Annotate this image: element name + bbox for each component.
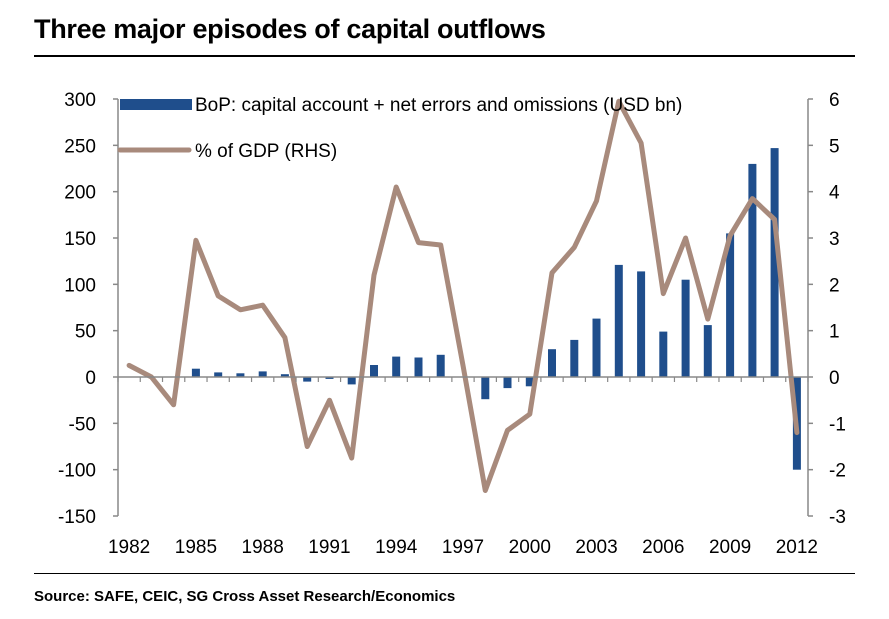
- bar-1998: [481, 377, 490, 400]
- x-tick-label: 2003: [575, 537, 617, 558]
- y-tick-label: 300: [64, 90, 96, 111]
- x-tick-label: 1982: [108, 537, 150, 558]
- bar-1996: [436, 354, 445, 377]
- x-tick-label: 1988: [242, 537, 284, 558]
- bar-2010: [748, 163, 757, 377]
- y2-tick-label: 6: [829, 90, 840, 111]
- x-tick-label: 2000: [509, 537, 551, 558]
- x-tick-label: 2006: [642, 537, 684, 558]
- bar-1986: [214, 372, 223, 377]
- bar-1995: [414, 357, 423, 377]
- source-note: Source: SAFE, CEIC, SG Cross Asset Resea…: [34, 588, 456, 605]
- bar-2008: [703, 325, 712, 377]
- bar-2007: [681, 279, 690, 377]
- x-tick-label: 1985: [175, 537, 217, 558]
- bar-1999: [503, 377, 512, 389]
- bar-2005: [637, 271, 646, 377]
- title-rule: [34, 55, 855, 57]
- y-tick-label: 200: [64, 183, 96, 204]
- bar-1992: [347, 377, 356, 385]
- bar-1994: [392, 356, 401, 377]
- bar-2000: [525, 377, 534, 387]
- y2-tick-label: -3: [829, 507, 846, 528]
- source-rule: [34, 573, 855, 574]
- x-tick-label: 1991: [308, 537, 350, 558]
- bar-1991: [325, 377, 334, 379]
- chart-title: Three major episodes of capital outflows: [34, 14, 546, 44]
- legend-bar-label: BoP: capital account + net errors and om…: [195, 95, 682, 116]
- gdp-share-line: [126, 98, 800, 493]
- bar-1988: [258, 371, 267, 377]
- y-tick-label: -100: [58, 461, 96, 482]
- x-tick-label: 1997: [442, 537, 484, 558]
- legend-line-label: % of GDP (RHS): [195, 141, 337, 162]
- bar-1990: [303, 377, 312, 382]
- x-tick-label: 2009: [709, 537, 751, 558]
- y-tick-label: -150: [58, 507, 96, 528]
- x-tick-label: 2012: [776, 537, 818, 558]
- y-tick-label: 0: [85, 368, 96, 389]
- y-tick-label: 50: [75, 322, 96, 343]
- y2-tick-label: 0: [829, 368, 840, 389]
- line-layer: [126, 98, 800, 493]
- legend-bar-swatch: [120, 99, 192, 110]
- bar-1993: [370, 365, 378, 377]
- bar-2004: [614, 264, 623, 377]
- bar-2011: [770, 148, 779, 377]
- y-tick-label: -50: [69, 414, 96, 435]
- y-tick-label: 100: [64, 275, 96, 296]
- y2-tick-label: 1: [829, 322, 840, 343]
- y-tick-label: 150: [64, 229, 96, 250]
- y2-tick-label: -1: [829, 414, 846, 435]
- legend: BoP: capital account + net errors and om…: [117, 95, 682, 162]
- x-tick-label: 1994: [375, 537, 418, 558]
- bar-2003: [592, 318, 601, 377]
- bar-1987: [236, 373, 245, 377]
- bar-2001: [548, 349, 556, 377]
- bar-2009: [726, 233, 735, 377]
- bar-1989: [280, 374, 289, 377]
- y2-tick-label: -2: [829, 461, 846, 482]
- y2-tick-label: 2: [829, 275, 840, 296]
- y2-tick-label: 3: [829, 229, 840, 250]
- bar-2006: [659, 331, 668, 377]
- bar-1985: [191, 368, 200, 377]
- bar-2002: [570, 339, 579, 377]
- axes-layer: 300 250 200 150 100 50 0 -50 -100 -150 6 5 4 3 2 1 0 -1 -2…: [58, 90, 846, 558]
- y2-tick-label: 4: [829, 183, 840, 204]
- y-tick-label: 250: [64, 136, 96, 157]
- y2-tick-label: 5: [829, 136, 840, 157]
